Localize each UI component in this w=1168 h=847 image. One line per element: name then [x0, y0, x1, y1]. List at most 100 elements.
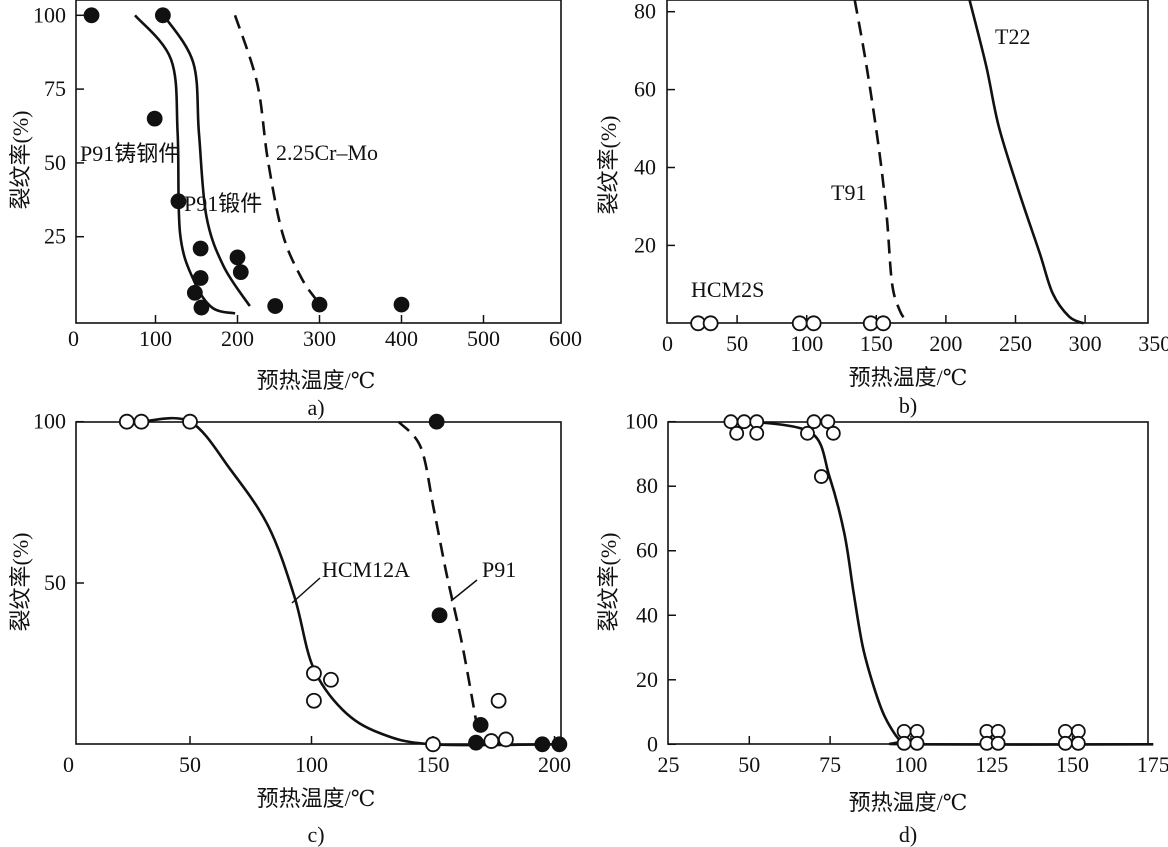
x-tick-label: 0: [63, 752, 74, 777]
x-tick-label: 175: [1137, 752, 1168, 777]
panel-caption: d): [899, 822, 917, 847]
y-tick-label: 25: [44, 224, 66, 249]
x-tick-label: 100: [790, 331, 823, 356]
open-data-point: [909, 735, 925, 751]
x-tick-label: 300: [303, 326, 336, 351]
open-data-point: [306, 692, 322, 709]
open-data-point: [118, 413, 135, 430]
filled-data-point: [154, 7, 171, 24]
series-line-hcm12a: [141, 416, 560, 747]
x-tick-label: 100: [295, 752, 328, 777]
x-tick-label: 500: [467, 326, 500, 351]
open-data-point: [805, 315, 822, 332]
x-tick-label: 350: [1138, 331, 1168, 356]
leader-line-hcm12a: [291, 577, 321, 604]
y-tick-label: 75: [44, 76, 66, 101]
y-tick-label: 40: [634, 155, 656, 180]
x-tick-label: 250: [999, 331, 1032, 356]
x-tick-label: 200: [538, 752, 571, 777]
open-data-point: [990, 735, 1006, 751]
panel-a: 裂纹率(%) 预热温度/℃ a) P91铸钢件 P91锻件 2.25Cr–Mo …: [8, 0, 582, 420]
annotation-hcm12a: HCM12A: [322, 557, 410, 582]
x-tick-label: 50: [726, 331, 748, 356]
panel-caption: c): [307, 822, 324, 847]
y-tick-label: 100: [33, 409, 66, 434]
x-tick-label: 50: [179, 752, 201, 777]
filled-data-point: [229, 249, 246, 266]
filled-data-point: [468, 734, 484, 751]
open-data-point: [749, 425, 765, 441]
y-tick-label: 80: [636, 473, 658, 498]
y-tick-label: 50: [44, 150, 66, 175]
open-data-point: [820, 414, 836, 430]
filled-data-point: [534, 736, 551, 753]
annotation-hcm2s: HCM2S: [691, 277, 764, 302]
filled-data-point: [193, 299, 210, 316]
x-tick-label: 75: [819, 752, 841, 777]
x-tick-label: 25: [658, 752, 680, 777]
x-tick-label: 200: [929, 331, 962, 356]
open-data-point: [323, 671, 339, 688]
x-tick-label: 150: [1056, 752, 1089, 777]
x-axis-title: 预热温度/℃: [849, 790, 968, 815]
open-data-point: [133, 413, 150, 430]
series-line-p91: [397, 420, 480, 732]
open-data-point: [800, 425, 815, 441]
x-axis-title: 预热温度/℃: [257, 786, 376, 811]
filled-data-point: [146, 110, 163, 127]
open-data-point: [875, 315, 892, 332]
open-data-point: [497, 731, 514, 748]
y-axis-title: 裂纹率(%): [8, 533, 33, 632]
open-data-point: [813, 469, 829, 484]
x-tick-label: 0: [662, 331, 673, 356]
x-tick-label: 150: [417, 752, 450, 777]
filled-data-point: [267, 298, 284, 314]
panel-c: 裂纹率(%) 预热温度/℃ c) HCM12A P91 0 50 100 150 200…: [8, 409, 571, 847]
filled-data-point: [551, 736, 568, 753]
y-tick-label: 80: [634, 0, 656, 24]
y-tick-label: 0: [647, 731, 658, 756]
x-axis-title: 预热温度/℃: [849, 365, 968, 390]
plot-frame: [666, 0, 1149, 324]
x-axis-title: 预热温度/℃: [257, 368, 376, 393]
filled-data-point: [472, 717, 489, 733]
filled-data-point: [431, 607, 448, 624]
y-axis-title: 裂纹率(%): [596, 116, 621, 215]
plot-frame: [75, 0, 562, 324]
y-tick-label: 20: [634, 232, 656, 257]
annotation-t91: T91: [831, 180, 866, 205]
filled-data-point: [428, 413, 445, 430]
open-data-point: [483, 733, 500, 749]
x-tick-label: 0: [68, 326, 79, 351]
x-tick-label: 125: [975, 752, 1008, 777]
leader-line-p91: [450, 579, 478, 602]
annotation-p91: P91: [482, 557, 516, 582]
panel-caption: b): [899, 393, 917, 418]
open-data-point: [736, 414, 752, 430]
open-data-point: [490, 692, 507, 709]
open-data-point: [702, 315, 719, 332]
x-tick-label: 300: [1069, 331, 1102, 356]
open-data-point: [182, 413, 198, 430]
series-line-2-25cr-mo: [233, 14, 319, 303]
annotation-225cr-mo: 2.25Cr–Mo: [276, 140, 378, 165]
open-data-point: [825, 425, 841, 441]
y-tick-label: 100: [33, 2, 66, 27]
series-line-p91-: [133, 14, 236, 315]
open-data-point: [791, 315, 808, 332]
filled-data-point: [393, 296, 410, 313]
open-data-point: [1057, 735, 1073, 751]
x-tick-label: 150: [860, 331, 893, 356]
annotation-p91-forged: P91锻件: [184, 191, 262, 216]
filled-data-point: [192, 270, 209, 286]
panel-d: 裂纹率(%) 预热温度/℃ d) 25 50 75 100 125 150 175 0 20 40…: [596, 409, 1168, 847]
y-tick-label: 20: [636, 667, 658, 692]
open-data-point: [729, 425, 745, 441]
plot-frame: [667, 421, 1149, 745]
filled-data-point: [232, 264, 249, 281]
panel-b: 裂纹率(%) 预热温度/℃ b) HCM2S T91 T22 0 50 100 150…: [596, 0, 1168, 418]
filled-data-point: [311, 296, 328, 313]
x-tick-label: 50: [738, 752, 760, 777]
y-axis-title: 裂纹率(%): [596, 533, 621, 632]
